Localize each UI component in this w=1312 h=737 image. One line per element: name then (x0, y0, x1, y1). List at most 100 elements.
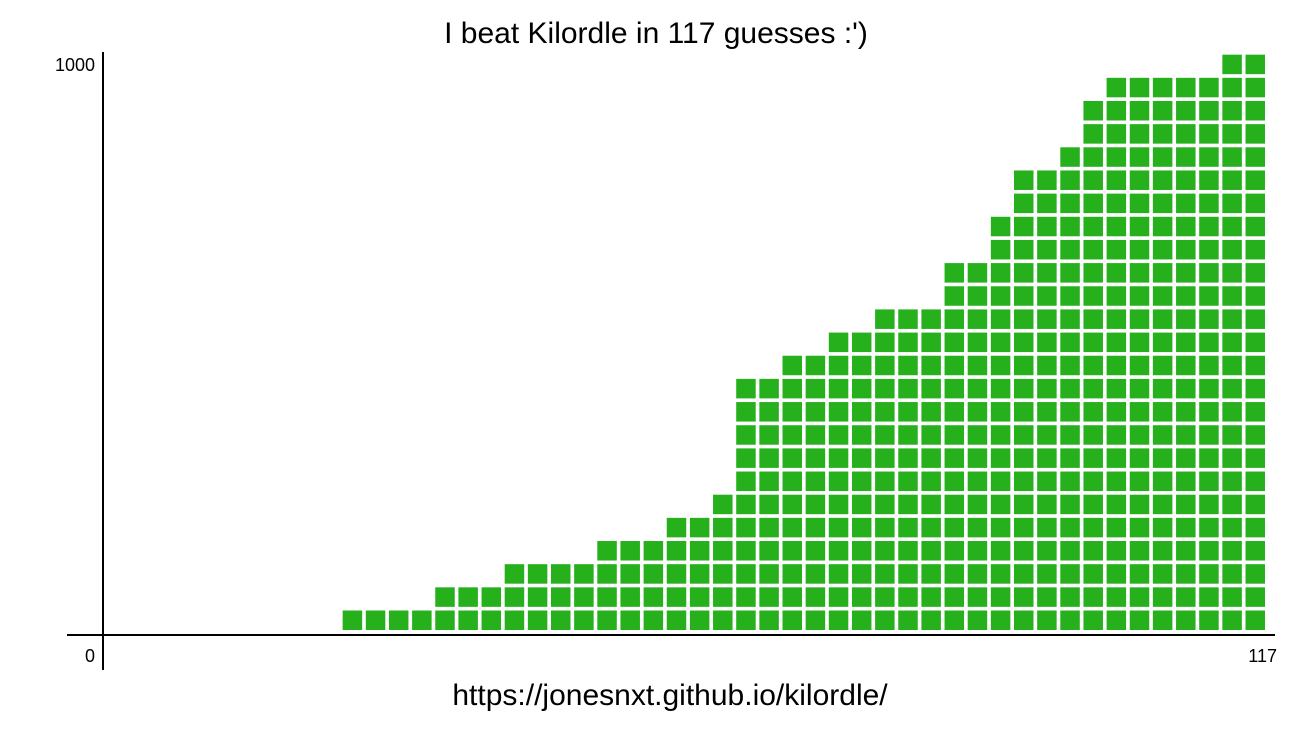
square (1014, 378, 1034, 399)
footer-url[interactable]: https://jonesnxt.github.io/kilordle/ (452, 679, 888, 712)
square (759, 610, 779, 630)
square (759, 564, 779, 584)
square (1222, 239, 1242, 260)
y-tick-label: 1000 (55, 55, 95, 75)
square (759, 587, 779, 607)
square (736, 448, 756, 468)
column (435, 587, 455, 630)
square (1222, 170, 1242, 190)
square (990, 402, 1011, 422)
square (898, 425, 918, 445)
square (1060, 286, 1080, 306)
square (1245, 610, 1265, 630)
column (1060, 147, 1080, 630)
square (1106, 378, 1127, 399)
square (1152, 541, 1173, 561)
square (1152, 309, 1173, 329)
square (1222, 610, 1242, 630)
square (1083, 587, 1103, 607)
square (1152, 448, 1173, 468)
square (759, 425, 779, 445)
square (1083, 541, 1103, 561)
square (828, 610, 849, 630)
square (1176, 425, 1196, 445)
square (1152, 100, 1173, 121)
square (1129, 355, 1150, 376)
square (689, 610, 710, 630)
square (828, 564, 849, 584)
column (713, 494, 733, 630)
square (805, 355, 826, 376)
square (851, 448, 872, 468)
square (898, 332, 918, 353)
column (759, 378, 779, 630)
square (1199, 541, 1219, 561)
square (967, 263, 988, 283)
square (551, 564, 571, 584)
square (851, 332, 872, 353)
square (1083, 239, 1103, 260)
square (1199, 610, 1219, 630)
square (1037, 448, 1057, 468)
square (782, 494, 802, 515)
square (481, 610, 502, 630)
square (689, 517, 710, 538)
square (1060, 170, 1080, 190)
column (828, 332, 849, 630)
square (1176, 286, 1196, 306)
square (1199, 517, 1219, 538)
square (967, 355, 988, 376)
square (1199, 378, 1219, 399)
square (1083, 286, 1103, 306)
square (1176, 216, 1196, 237)
square (1222, 517, 1242, 538)
square (875, 448, 895, 468)
square (1129, 587, 1150, 607)
square (643, 610, 664, 630)
square (805, 378, 826, 399)
square (990, 286, 1011, 306)
square (1129, 286, 1150, 306)
square (759, 541, 779, 561)
square (805, 494, 826, 515)
square (782, 402, 802, 422)
square (1060, 193, 1080, 214)
column (875, 309, 895, 630)
column (458, 587, 478, 630)
square (1083, 100, 1103, 121)
square (1129, 471, 1150, 492)
square (1199, 170, 1219, 190)
square (1014, 494, 1034, 515)
square (1083, 471, 1103, 492)
square (921, 494, 941, 515)
square (1199, 147, 1219, 167)
square (1014, 564, 1034, 584)
square (1176, 124, 1196, 144)
square (759, 494, 779, 515)
square (1037, 517, 1057, 538)
column (1037, 170, 1057, 630)
square (1037, 471, 1057, 492)
square (1037, 239, 1057, 260)
square (1106, 355, 1127, 376)
square (782, 425, 802, 445)
square (1245, 471, 1265, 492)
square (828, 517, 849, 538)
square (1106, 309, 1127, 329)
square (1222, 216, 1242, 237)
square (759, 471, 779, 492)
square (828, 332, 849, 353)
square (1222, 54, 1242, 75)
square (1245, 517, 1265, 538)
square (1129, 517, 1150, 538)
square (1014, 332, 1034, 353)
square (875, 378, 895, 399)
square (1176, 100, 1196, 121)
square (1222, 494, 1242, 515)
square (1037, 564, 1057, 584)
square (921, 309, 941, 329)
square (967, 448, 988, 468)
square (1083, 216, 1103, 237)
square (921, 355, 941, 376)
square (1222, 564, 1242, 584)
